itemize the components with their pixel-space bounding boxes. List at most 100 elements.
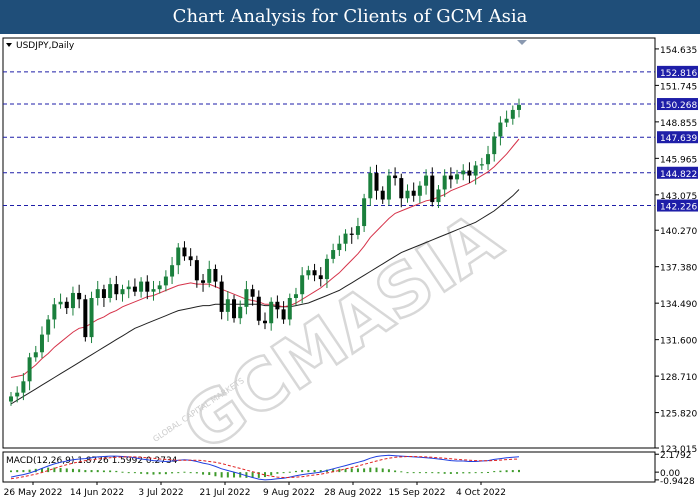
candle-body bbox=[461, 170, 466, 175]
candle-body bbox=[250, 289, 255, 297]
macd-histogram-bar bbox=[109, 470, 112, 473]
macd-histogram-bar bbox=[369, 467, 372, 473]
level-label-box bbox=[657, 199, 698, 212]
macd-histogram-bar bbox=[276, 472, 279, 474]
candle-body bbox=[287, 297, 292, 320]
macd-line bbox=[10, 454, 520, 481]
macd-histogram-bar bbox=[152, 472, 155, 475]
macd-histogram-bar bbox=[28, 469, 31, 473]
candle-body bbox=[139, 281, 144, 292]
macd-histogram-bar bbox=[307, 470, 310, 473]
macd-histogram-bar bbox=[233, 472, 236, 478]
macd-histogram-bar bbox=[189, 472, 192, 474]
candle-body bbox=[293, 294, 298, 298]
macd-histogram-bar bbox=[412, 472, 415, 474]
candle-body bbox=[263, 320, 267, 324]
y-tick-label: 123.015 bbox=[660, 445, 697, 455]
candle-body bbox=[256, 296, 261, 321]
macd-histogram-bar bbox=[251, 472, 254, 478]
y-tick-label: 148.855 bbox=[660, 119, 697, 129]
candle-body bbox=[448, 175, 453, 180]
candle-body bbox=[430, 175, 435, 203]
level-label: 152.816 bbox=[660, 69, 697, 79]
macd-histogram-bar bbox=[115, 470, 118, 473]
chart-shift-marker-icon bbox=[517, 40, 527, 45]
macd-histogram-bar bbox=[487, 471, 490, 473]
macd-histogram-bar bbox=[102, 470, 105, 473]
level-label-box bbox=[657, 98, 698, 111]
macd-histogram-bar bbox=[59, 468, 62, 473]
macd-histogram-bar bbox=[84, 470, 87, 473]
macd-histogram-bar bbox=[239, 472, 242, 478]
candle-body bbox=[306, 270, 311, 276]
macd-histogram-bar bbox=[363, 468, 366, 473]
slow-moving-average-line bbox=[10, 189, 520, 405]
macd-y-tick-label: 2.1792 bbox=[660, 451, 692, 461]
level-label-box bbox=[657, 65, 698, 78]
macd-histogram-bar bbox=[338, 468, 341, 473]
macd-histogram-bar bbox=[90, 470, 93, 473]
macd-histogram-bar bbox=[394, 470, 397, 473]
candle-body bbox=[27, 357, 32, 382]
candle-body bbox=[145, 281, 150, 292]
candle-body bbox=[479, 164, 484, 166]
macd-histogram-bar bbox=[270, 472, 273, 476]
level-label: 147.639 bbox=[660, 134, 697, 144]
macd-histogram-bar bbox=[511, 470, 514, 473]
candle-body bbox=[58, 301, 63, 305]
candle-body bbox=[33, 352, 38, 358]
macd-histogram-bar bbox=[332, 469, 335, 473]
macd-histogram-bar bbox=[208, 472, 211, 476]
macd-histogram-bar bbox=[518, 469, 520, 473]
candle-body bbox=[498, 122, 503, 137]
y-tick-label: 145.965 bbox=[660, 155, 697, 165]
macd-histogram-bar bbox=[65, 468, 68, 473]
macd-histogram-bar bbox=[133, 472, 136, 474]
macd-histogram-bar bbox=[387, 469, 390, 473]
candle-body bbox=[324, 258, 329, 280]
level-label: 150.268 bbox=[660, 101, 697, 111]
macd-label: MACD(12,26,9) 1.8726 1.5992 0.2734 bbox=[6, 456, 178, 466]
y-tick-label: 125.820 bbox=[660, 410, 697, 420]
level-label: 142.226 bbox=[660, 203, 697, 213]
candle-body bbox=[46, 319, 51, 335]
macd-histogram-bar bbox=[456, 472, 459, 474]
x-tick-label: 28 Aug 2022 bbox=[324, 488, 382, 498]
candle-body bbox=[510, 109, 515, 119]
macd-histogram-bar bbox=[288, 471, 291, 473]
symbol-dropdown-icon bbox=[6, 43, 12, 47]
candle-body bbox=[176, 247, 181, 266]
y-tick-label: 131.600 bbox=[660, 337, 697, 347]
candle-body bbox=[393, 175, 398, 179]
candle-body bbox=[39, 334, 44, 353]
y-tick-label: 137.380 bbox=[660, 264, 697, 274]
macd-histogram-bar bbox=[164, 472, 167, 475]
candle-body bbox=[170, 265, 175, 277]
macd-histogram-bar bbox=[381, 468, 384, 473]
candle-body bbox=[225, 299, 230, 312]
candle-body bbox=[380, 190, 385, 200]
y-tick-label: 140.270 bbox=[660, 227, 697, 237]
macd-histogram-bar bbox=[462, 472, 465, 474]
macd-histogram-bar bbox=[53, 467, 56, 473]
candle-body bbox=[151, 289, 156, 292]
candle-body bbox=[244, 289, 249, 307]
macd-histogram-bar bbox=[437, 472, 440, 474]
macd-histogram-bar bbox=[22, 470, 25, 473]
candle-body bbox=[275, 301, 280, 310]
candle-body bbox=[188, 256, 193, 261]
candle-body bbox=[399, 178, 404, 199]
candle-body bbox=[194, 260, 199, 281]
macd-histogram-bar bbox=[183, 471, 186, 473]
macd-histogram-bar bbox=[171, 472, 174, 474]
y-tick-label: 143.075 bbox=[660, 192, 697, 202]
candle-body bbox=[386, 175, 391, 200]
macd-histogram-bar bbox=[400, 471, 403, 473]
level-label: 144.822 bbox=[660, 170, 697, 180]
y-tick-label: 151.745 bbox=[660, 82, 697, 92]
candle-body bbox=[182, 247, 187, 257]
macd-histogram-bar bbox=[264, 472, 266, 478]
macd-y-tick-label: 0.00 bbox=[660, 469, 680, 479]
candle-body bbox=[89, 297, 94, 338]
